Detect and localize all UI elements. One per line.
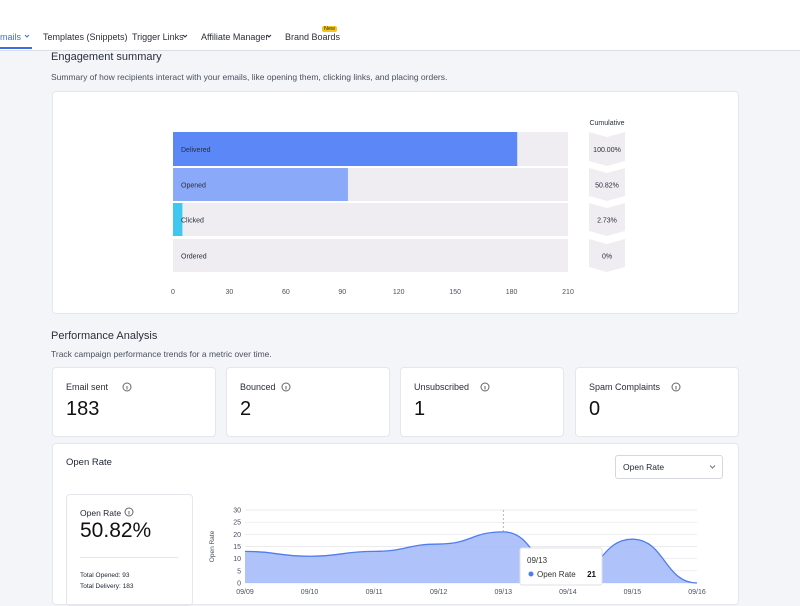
bar bbox=[173, 132, 518, 166]
y-tick-label: 30 bbox=[233, 508, 241, 515]
x-tick-label: 210 bbox=[562, 289, 574, 296]
kpi-value: 1 bbox=[414, 398, 426, 420]
cumulative-label: 2.73% bbox=[597, 218, 617, 225]
x-tick-label: 09/15 bbox=[624, 589, 642, 596]
y-tick-label: 10 bbox=[233, 556, 241, 563]
kpi-card: Email sent 183 bbox=[52, 367, 216, 437]
x-tick-label: 120 bbox=[393, 289, 405, 296]
y-tick-label: 5 bbox=[237, 568, 241, 575]
summary-label: Open Rate bbox=[80, 508, 122, 518]
tooltip-date: 09/13 bbox=[527, 556, 548, 565]
y-tick-label: 15 bbox=[233, 544, 241, 551]
dropdown-text: Open Rate bbox=[623, 462, 665, 472]
y-axis-title: Open Rate bbox=[209, 530, 216, 562]
bar bbox=[173, 203, 183, 236]
x-tick-label: 30 bbox=[226, 289, 234, 296]
kpi-label: Email sent bbox=[66, 382, 109, 392]
section-subtitle: Summary of how recipients interact with … bbox=[51, 72, 448, 82]
nav-tab[interactable]: mails bbox=[0, 32, 22, 42]
summary-card: Open Rate 50.82% Total Opened: 93 Total … bbox=[66, 494, 193, 606]
y-tick-label: 25 bbox=[233, 520, 241, 527]
category-label: Ordered bbox=[181, 254, 207, 261]
new-badge: New bbox=[322, 26, 338, 32]
tooltip-name: Open Rate bbox=[537, 570, 576, 579]
cumulative-label: 100.00% bbox=[593, 147, 621, 154]
cumulative-chevron bbox=[589, 239, 625, 272]
top-nav: mails Templates (Snippets) Trigger Links… bbox=[0, 0, 800, 51]
x-tick-label: 09/10 bbox=[301, 589, 319, 596]
kpi-label: Unsubscribed bbox=[414, 382, 470, 392]
bar bbox=[173, 168, 348, 201]
category-label: Delivered bbox=[181, 147, 211, 154]
x-tick-label: 09/11 bbox=[366, 589, 383, 596]
cumulative-chevron bbox=[589, 168, 625, 201]
x-tick-label: 0 bbox=[171, 289, 175, 296]
cumulative-chevron bbox=[589, 132, 625, 166]
kpi-value: 183 bbox=[66, 398, 100, 420]
section-subtitle: Track campaign performance trends for a … bbox=[51, 349, 272, 359]
total-opened: Total Opened: 93 bbox=[80, 572, 130, 579]
bar-track bbox=[173, 203, 568, 236]
chevron bbox=[24, 34, 30, 38]
x-tick-label: 09/09 bbox=[236, 589, 254, 596]
nav-tab[interactable]: Templates (Snippets) bbox=[43, 32, 128, 42]
cumulative-label: 0% bbox=[602, 254, 612, 261]
x-tick-label: 09/12 bbox=[430, 589, 448, 596]
x-tick-label: 90 bbox=[338, 289, 346, 296]
category-label: Opened bbox=[181, 183, 206, 190]
kpi-label: Bounced bbox=[240, 382, 276, 392]
area-fill bbox=[245, 531, 697, 583]
active-underline bbox=[0, 47, 32, 49]
summary-value: 50.82% bbox=[80, 519, 152, 542]
tooltip-value: 21 bbox=[587, 570, 596, 579]
x-tick-label: 150 bbox=[449, 289, 461, 296]
tooltip-dot bbox=[528, 571, 534, 577]
info-icon[interactable] bbox=[281, 382, 291, 392]
total-delivery: Total Delivery: 183 bbox=[80, 583, 134, 590]
section-title: Performance Analysis bbox=[51, 330, 158, 342]
nav-tab[interactable]: Affiliate Manager bbox=[201, 32, 269, 42]
bar-track bbox=[173, 239, 568, 272]
info-icon[interactable] bbox=[671, 382, 681, 392]
x-tick-label: 09/13 bbox=[495, 589, 513, 596]
metric-dropdown[interactable]: Open Rate bbox=[615, 455, 723, 479]
kpi-label: Spam Complaints bbox=[589, 382, 661, 392]
open-rate-chart: 0 5 10 15 20 25 30 Open Rate 09/09 09/10 09/11 09/1… bbox=[209, 508, 706, 597]
chevron bbox=[182, 34, 188, 38]
nav-tab[interactable]: Trigger Links bbox=[132, 32, 184, 42]
info-icon[interactable] bbox=[124, 507, 134, 517]
y-tick-label: 0 bbox=[237, 581, 241, 588]
x-tick-label: 60 bbox=[282, 289, 290, 296]
x-tick-label: 09/16 bbox=[688, 589, 706, 596]
category-label: Clicked bbox=[181, 218, 204, 225]
info-icon[interactable] bbox=[122, 382, 132, 392]
cumulative-label: 50.82% bbox=[595, 183, 619, 190]
nav-tab[interactable]: Brand Boards bbox=[285, 32, 341, 42]
kpi-card: Spam Complaints 0 bbox=[575, 367, 739, 437]
x-tick-label: 180 bbox=[506, 289, 518, 296]
section-title: Engagement summary bbox=[51, 51, 162, 63]
chevron bbox=[709, 465, 716, 469]
cumulative-chevron bbox=[589, 203, 625, 236]
panel-title: Open Rate bbox=[66, 457, 112, 468]
chevron bbox=[266, 34, 272, 38]
info-icon[interactable] bbox=[480, 382, 490, 392]
cumulative-title: Cumulative bbox=[589, 120, 624, 127]
kpi-card: Bounced 2 bbox=[226, 367, 390, 437]
kpi-card: Unsubscribed 1 bbox=[400, 367, 564, 437]
line bbox=[244, 531, 698, 584]
engagement-panel: Delivered 100.00% Opened 50.82% Clicked 2.73%… bbox=[52, 91, 739, 314]
divider bbox=[80, 557, 178, 558]
y-tick-label: 20 bbox=[233, 532, 241, 539]
x-tick-label: 09/14 bbox=[559, 589, 577, 596]
tooltip bbox=[519, 547, 603, 586]
kpi-value: 0 bbox=[589, 398, 601, 420]
funnel-chart: Delivered 100.00% Opened 50.82% Clicked 2.73%… bbox=[171, 120, 625, 296]
kpi-value: 2 bbox=[240, 398, 252, 420]
